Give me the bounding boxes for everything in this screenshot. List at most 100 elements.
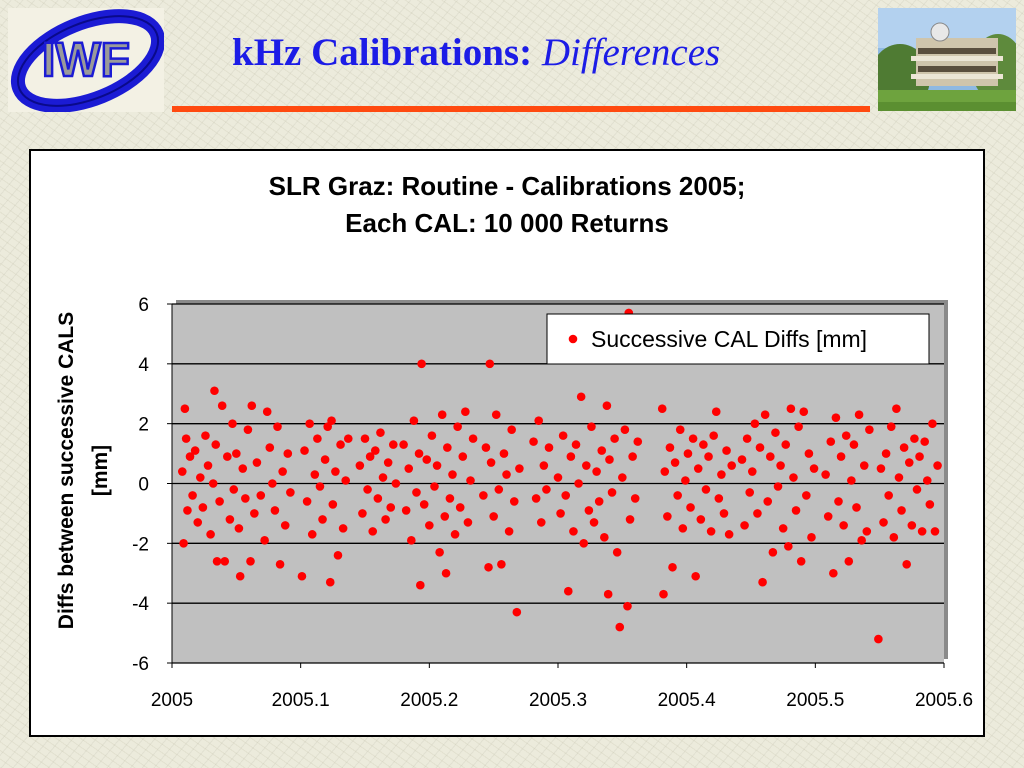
data-point	[278, 467, 287, 476]
data-point	[696, 515, 706, 524]
data-point	[355, 461, 365, 470]
data-point	[250, 509, 259, 518]
legend-label: Successive CAL Diffs [mm]	[591, 326, 867, 352]
data-point	[368, 527, 378, 536]
y-axis-label-line-1: Diffs between successive CALS	[55, 312, 78, 629]
data-point	[536, 518, 546, 527]
data-point	[486, 458, 496, 467]
data-point	[897, 506, 906, 515]
data-point	[302, 497, 312, 506]
data-point	[422, 455, 432, 464]
data-point	[484, 562, 493, 572]
data-point	[307, 530, 317, 539]
data-point	[256, 491, 266, 500]
data-point	[370, 446, 380, 455]
data-point	[569, 527, 578, 536]
x-tick-label: 2005.1	[272, 690, 330, 711]
data-point	[283, 449, 293, 458]
data-point	[507, 425, 516, 434]
data-point	[763, 497, 773, 506]
data-point	[320, 455, 330, 464]
data-point	[432, 461, 442, 470]
data-point	[297, 571, 307, 581]
data-point	[665, 443, 675, 452]
data-point	[876, 464, 886, 473]
data-point	[531, 494, 541, 503]
data-point	[563, 586, 573, 596]
data-point	[839, 521, 848, 530]
data-point	[675, 425, 685, 434]
y-tick-label: -4	[132, 594, 149, 615]
data-point	[416, 580, 425, 590]
data-point	[430, 482, 439, 491]
data-point	[766, 452, 775, 461]
data-point	[331, 467, 340, 476]
data-point	[789, 473, 798, 482]
data-point	[270, 506, 280, 515]
data-point	[910, 434, 919, 443]
data-point	[544, 443, 554, 452]
data-point	[181, 434, 191, 443]
data-point	[252, 458, 262, 467]
data-point	[215, 497, 224, 506]
data-point	[592, 467, 601, 476]
slide-title: kHz Calibrations: Differences	[232, 30, 720, 75]
building-photo	[870, 8, 1024, 112]
data-point	[196, 473, 205, 482]
data-point	[907, 521, 917, 530]
data-point	[862, 527, 872, 536]
data-point	[494, 485, 504, 494]
data-point	[758, 577, 767, 587]
data-point	[673, 491, 682, 500]
data-point	[847, 476, 856, 485]
data-point	[232, 449, 241, 458]
data-point	[610, 434, 619, 443]
data-point	[381, 515, 390, 524]
data-point	[714, 494, 724, 503]
data-point	[468, 434, 478, 443]
data-point	[461, 407, 470, 417]
data-point	[373, 494, 383, 503]
data-point	[670, 458, 680, 467]
data-point	[401, 506, 411, 515]
data-point	[605, 455, 614, 464]
data-point	[391, 479, 401, 488]
data-point	[414, 449, 424, 458]
data-point	[693, 464, 703, 473]
data-point	[183, 506, 192, 515]
data-point	[463, 518, 473, 527]
data-point	[443, 443, 452, 452]
data-point	[755, 443, 765, 452]
data-point	[750, 419, 760, 428]
data-point	[620, 425, 630, 434]
data-point	[313, 434, 322, 443]
data-point	[691, 571, 700, 581]
data-point	[594, 497, 604, 506]
data-point	[234, 524, 244, 533]
data-point	[286, 488, 295, 497]
y-tick-label: -6	[132, 654, 149, 675]
data-point	[719, 509, 729, 518]
data-point	[791, 506, 801, 515]
data-point	[773, 482, 783, 491]
data-point	[802, 491, 811, 500]
data-point	[663, 512, 672, 521]
data-point	[821, 470, 830, 479]
data-point	[807, 533, 816, 542]
data-point	[325, 577, 335, 587]
data-point	[241, 494, 250, 503]
data-point	[203, 461, 213, 470]
data-point	[706, 527, 716, 536]
data-point	[659, 589, 668, 599]
data-point	[435, 548, 444, 557]
y-tick-label: 0	[138, 475, 149, 496]
data-point	[378, 473, 388, 482]
data-point	[180, 404, 190, 414]
data-point	[212, 556, 222, 566]
data-point	[607, 488, 617, 497]
data-point	[574, 479, 583, 488]
data-point	[360, 434, 370, 443]
data-point	[660, 467, 670, 476]
data-point	[504, 527, 514, 536]
